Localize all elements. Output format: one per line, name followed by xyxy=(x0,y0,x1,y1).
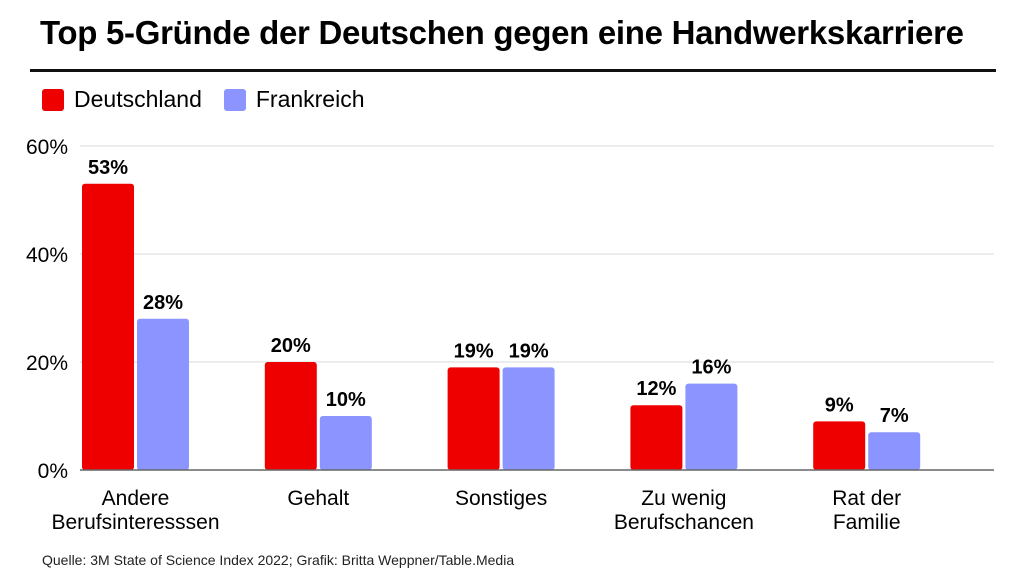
x-tick-label: Zu wenig xyxy=(641,487,726,510)
legend-label-deutschland: Deutschland xyxy=(74,86,202,112)
legend-swatch-deutschland xyxy=(42,88,64,111)
x-tick-label: Rat der xyxy=(832,487,901,510)
source-note: Quelle: 3M State of Science Index 2022; … xyxy=(42,552,515,568)
x-tick-label: Gehalt xyxy=(287,487,349,510)
legend-label-frankreich: Frankreich xyxy=(255,86,365,112)
bar-deutschland xyxy=(447,367,500,470)
bar-frankreich xyxy=(319,416,372,470)
data-label: 7% xyxy=(880,405,909,427)
bar-frankreich xyxy=(137,318,189,470)
x-tick-label: Familie xyxy=(833,511,901,534)
y-tick-label: 0% xyxy=(38,460,68,483)
bar-frankreich xyxy=(685,383,738,470)
bar-frankreich xyxy=(868,432,921,470)
data-label: 20% xyxy=(271,335,311,357)
legend-item-deutschland: Deutschland xyxy=(42,86,202,113)
data-label: 28% xyxy=(143,292,183,314)
x-tick-label: Sonstiges xyxy=(455,487,547,510)
y-tick-label: 60% xyxy=(26,136,68,159)
bar-deutschland xyxy=(630,405,683,470)
data-label: 9% xyxy=(825,394,854,416)
legend: Deutschland Frankreich xyxy=(42,86,387,113)
x-tick-label: Berufsinteresssen xyxy=(51,511,219,534)
data-label: 10% xyxy=(326,389,366,411)
chart-title: Top 5-Gründe der Deutschen gegen eine Ha… xyxy=(40,14,964,51)
data-label: 16% xyxy=(691,357,731,379)
legend-swatch-frankreich xyxy=(223,88,246,111)
data-label: 19% xyxy=(509,340,549,362)
title-divider xyxy=(30,69,996,72)
x-tick-label: Berufschancen xyxy=(614,511,754,534)
data-label: 12% xyxy=(636,378,676,400)
x-tick-label: Andere xyxy=(102,487,170,510)
y-tick-label: 20% xyxy=(26,352,68,375)
bar-frankreich xyxy=(502,367,555,470)
data-label: 53% xyxy=(88,157,128,179)
legend-item-frankreich: Frankreich xyxy=(223,86,365,113)
bar-deutschland xyxy=(264,362,317,470)
y-tick-label: 40% xyxy=(26,244,68,267)
bar-deutschland xyxy=(813,421,866,470)
data-label: 19% xyxy=(454,340,494,362)
bar-deutschland xyxy=(82,183,134,471)
